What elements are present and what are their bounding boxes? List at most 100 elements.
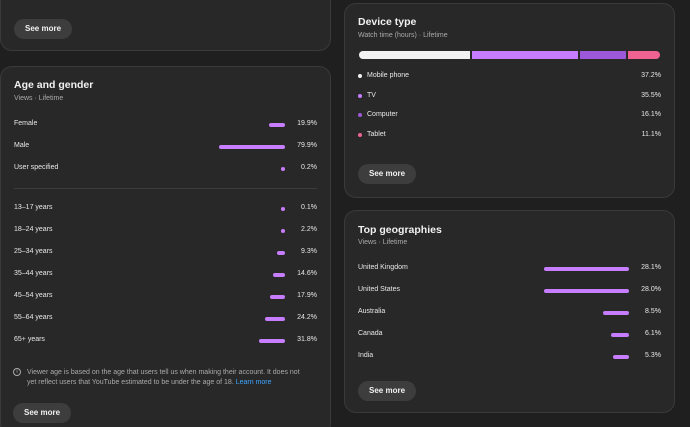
age-row: 65+ years 31.8% [14, 335, 317, 347]
age-row-label: 18–24 years [14, 226, 53, 233]
age-row-label: 35–44 years [14, 270, 53, 277]
age-gender-title: Age and gender [14, 79, 94, 91]
age-row-label: 55–64 years [14, 314, 53, 321]
geo-row: United States 28.0% [358, 285, 661, 297]
age-row: 18–24 years 2.2% [14, 225, 317, 237]
geo-row: Canada 6.1% [358, 329, 661, 341]
geo-row-bar [612, 355, 629, 359]
age-row-bar [281, 207, 285, 211]
geo-row-label: Canada [358, 330, 383, 337]
geo-row-value: 5.3% [645, 352, 661, 359]
age-row-bar [277, 251, 285, 255]
device-segment [579, 51, 627, 59]
top-geographies-title: Top geographies [358, 224, 442, 236]
geo-row-value: 6.1% [645, 330, 661, 337]
device-row: Mobile phone 37.2% [358, 71, 661, 83]
geo-row-value: 28.0% [641, 286, 661, 293]
device-see-more-button[interactable]: See more [358, 164, 417, 184]
device-segment [471, 51, 578, 59]
geo-row-bar [544, 289, 629, 293]
age-row: 35–44 years 14.6% [14, 269, 317, 281]
legend-dot-icon [358, 74, 362, 78]
learn-more-link[interactable]: Learn more [235, 379, 272, 386]
age-row-value: 2.2% [301, 226, 317, 233]
age-row-bar [272, 273, 285, 277]
age-row-label: 65+ years [14, 336, 45, 343]
device-row-label: TV [367, 91, 376, 99]
device-row: TV 35.5% [358, 91, 661, 103]
legend-dot-icon [358, 132, 362, 137]
gender-row: Male 79.9% [14, 141, 317, 153]
device-segment [359, 51, 470, 59]
device-type-subtitle: Watch time (hours) · Lifetime [358, 32, 448, 39]
device-row: Computer 16.1% [358, 110, 661, 122]
age-row: 25–34 years 9.3% [14, 247, 317, 259]
geo-row-bar [544, 267, 629, 271]
top-geographies-subtitle: Views · Lifetime [358, 239, 408, 246]
device-type-card: Device type Watch time (hours) · Lifetim… [344, 3, 675, 198]
age-row: 55–64 years 24.2% [14, 313, 317, 325]
see-more-button[interactable]: See more [14, 19, 73, 39]
age-gender-see-more-button[interactable]: See more [13, 403, 72, 423]
geo-see-more-button[interactable]: See more [358, 381, 417, 401]
age-gender-subtitle: Views · Lifetime [14, 95, 64, 102]
top-geographies-card: Top geographies Views · Lifetime United … [344, 210, 675, 413]
device-row-value: 37.2% [641, 72, 661, 79]
gender-row: User specified 0.2% [14, 163, 317, 175]
device-type-title: Device type [358, 16, 417, 28]
geo-row-label: India [358, 352, 374, 359]
top-card: See more [0, 0, 331, 51]
geo-row-bar [610, 333, 629, 337]
age-row-label: 45–54 years [14, 292, 53, 299]
gender-row-bar [219, 145, 285, 149]
device-row-label: Computer [367, 111, 398, 118]
device-row-value: 11.1% [641, 130, 661, 138]
age-row-value: 24.2% [297, 314, 317, 321]
device-segment [628, 51, 660, 59]
gender-row-label: Male [14, 142, 30, 149]
gender-row-label: Female [14, 120, 38, 127]
age-row: 13–17 years 0.1% [14, 203, 317, 215]
geo-row-label: United States [358, 286, 401, 293]
legend-dot-icon [358, 113, 362, 117]
legend-dot-icon [358, 93, 362, 98]
age-note: i Viewer age is based on the age that us… [13, 368, 303, 388]
age-row-bar [258, 339, 285, 343]
device-row-label: Mobile phone [367, 72, 410, 79]
age-gender-card: Age and gender Views · Lifetime Female 19… [0, 66, 331, 427]
age-row-value: 0.1% [301, 204, 317, 211]
age-row-bar [270, 295, 285, 299]
age-row-bar [265, 317, 285, 321]
gender-row-bar [268, 123, 285, 127]
geo-row: Australia 8.5% [358, 307, 661, 319]
age-row-value: 9.3% [301, 248, 317, 255]
age-row-value: 14.6% [297, 270, 317, 277]
device-row-label: Tablet [367, 130, 386, 138]
geo-row-value: 8.5% [645, 308, 661, 315]
device-row-value: 16.1% [641, 111, 661, 118]
age-row-value: 17.9% [297, 292, 317, 299]
geo-row-bar [603, 311, 629, 315]
age-note-text: Viewer age is based on the age that user… [27, 369, 300, 386]
gender-row-bar [281, 167, 285, 171]
age-row-label: 13–17 years [14, 204, 53, 211]
gender-row-value: 79.9% [297, 142, 317, 149]
device-stacked-bar [359, 51, 662, 59]
age-row-label: 25–34 years [14, 248, 53, 255]
age-row-bar [281, 229, 285, 233]
age-row-value: 31.8% [297, 336, 317, 343]
divider [14, 188, 317, 189]
geo-row-label: Australia [358, 308, 386, 315]
gender-row-value: 0.2% [301, 164, 317, 171]
geo-row: India 5.3% [358, 351, 661, 363]
gender-row: Female 19.9% [14, 119, 317, 131]
device-row: Tablet 11.1% [358, 130, 661, 142]
geo-row-value: 28.1% [641, 264, 661, 271]
info-icon: i [13, 368, 21, 376]
age-row: 45–54 years 17.9% [14, 291, 317, 303]
gender-row-label: User specified [14, 164, 59, 171]
gender-row-value: 19.9% [297, 120, 317, 127]
geo-row: United Kingdom 28.1% [358, 263, 661, 275]
device-row-value: 35.5% [641, 91, 661, 99]
geo-row-label: United Kingdom [358, 264, 408, 271]
